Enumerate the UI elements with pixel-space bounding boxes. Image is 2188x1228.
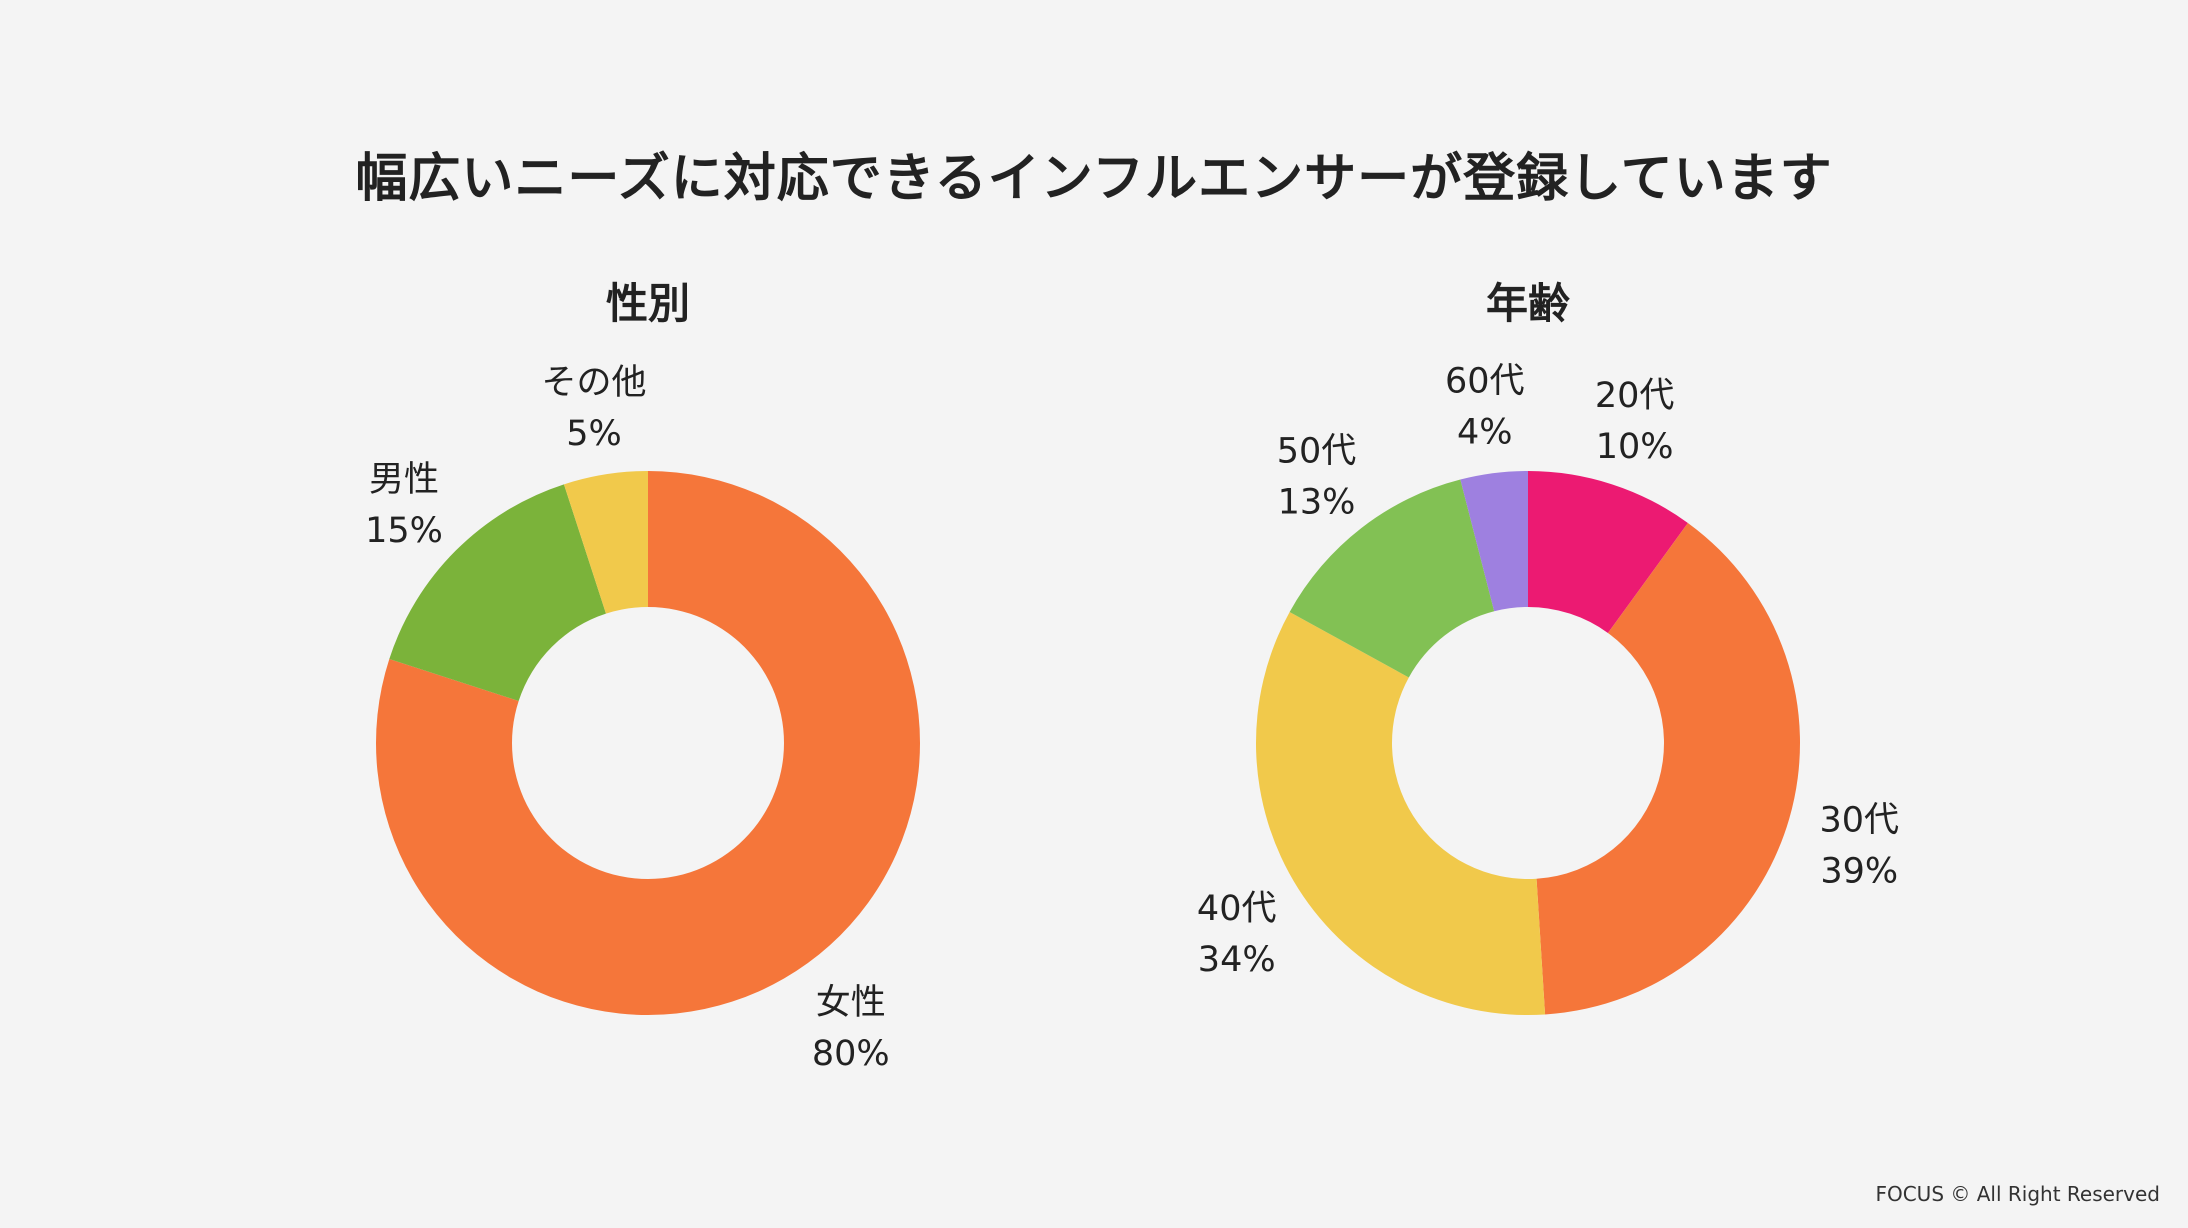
gender-donut-chart: 性別 女性 80% 男性 15% その他 5% — [365, 279, 921, 1074]
gender-label-item-2: その他 5% — [542, 363, 647, 454]
gender-slice-item-2 — [563, 471, 648, 614]
age-donut-chart: 年齢 20代 10%30代 39%40代 34%50代 13%60代 4% — [1197, 279, 1899, 1015]
slice-label-name: 40代 — [1197, 889, 1277, 929]
slice-label-percent: 15% — [365, 511, 443, 551]
slice-label-percent: 5% — [566, 414, 622, 454]
age-slice-50 — [1289, 479, 1495, 678]
age-label-60: 60代 4% — [1445, 362, 1525, 453]
age-slice-30 — [1536, 522, 1800, 1015]
slice-label-percent: 80% — [812, 1034, 890, 1074]
age-label-50: 50代 13% — [1277, 431, 1357, 522]
gender-slice-item-0 — [376, 471, 921, 1016]
slice-label-name: 60代 — [1445, 362, 1525, 402]
age-slice-40 — [1255, 611, 1546, 1015]
age-slice-20 — [1528, 471, 1688, 633]
gender-label-item-1: 男性 15% — [365, 460, 443, 551]
page-title: 幅広いニーズに対応できるインフルエンサーが登録しています — [355, 149, 1833, 209]
gender-label-item-0: 女性 80% — [812, 983, 890, 1074]
slice-label-name: 女性 — [816, 983, 886, 1023]
slice-label-percent: 10% — [1596, 427, 1674, 467]
slice-label-name: その他 — [542, 363, 647, 403]
age-slice-60 — [1460, 471, 1528, 612]
slice-label-name: 50代 — [1277, 431, 1357, 471]
age-chart-title: 年齢 — [1486, 279, 1570, 328]
slice-label-name: 男性 — [369, 460, 439, 500]
age-label-30: 30代 39% — [1820, 800, 1900, 891]
slice-label-percent: 4% — [1457, 413, 1513, 453]
gender-chart-title: 性別 — [606, 279, 690, 328]
slice-label-percent: 39% — [1820, 851, 1898, 891]
slice-label-percent: 13% — [1278, 482, 1356, 522]
age-label-20: 20代 10% — [1595, 376, 1675, 467]
age-label-40: 40代 34% — [1197, 889, 1277, 980]
slice-label-name: 30代 — [1820, 800, 1900, 840]
footer-copyright: FOCUS © All Right Reserved — [1875, 1182, 2160, 1206]
slice-label-percent: 34% — [1198, 940, 1276, 980]
gender-slice-item-1 — [389, 484, 606, 701]
slice-label-name: 20代 — [1595, 376, 1675, 416]
